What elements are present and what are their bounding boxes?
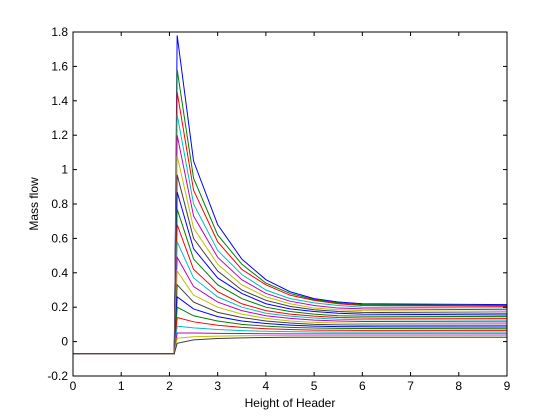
x-tick-label: 3 — [214, 379, 221, 393]
x-tick-label: 1 — [118, 379, 125, 393]
x-tick-label: 0 — [70, 379, 77, 393]
series-line-16 — [73, 316, 507, 355]
y-tick-label: 0.4 — [51, 266, 68, 280]
x-tick-label: 4 — [263, 379, 270, 393]
series-line-13 — [73, 283, 508, 355]
y-tick-label: 1.6 — [51, 59, 68, 73]
y-tick-label: 0 — [61, 335, 68, 349]
series-line-15 — [73, 306, 508, 355]
y-tick-label: 1.2 — [51, 128, 68, 142]
y-tick-label: 0.6 — [51, 231, 68, 245]
y-tick-label: 1 — [61, 163, 68, 177]
x-tick-label: 9 — [504, 379, 511, 393]
y-tick-label: 0.8 — [51, 197, 68, 211]
y-axis-ticks: -0.2 0 0.2 0.4 0.6 0.8 1 1.2 1.4 1.6 1.8 — [47, 25, 507, 383]
x-tick-label: 5 — [311, 379, 318, 393]
y-axis-label: Mass flow — [27, 177, 41, 231]
x-tick-label: 8 — [455, 379, 462, 393]
x-tick-label: 6 — [359, 379, 366, 393]
x-tick-label: 2 — [166, 379, 173, 393]
series-line-17 — [73, 325, 507, 355]
y-tick-label: 1.8 — [51, 25, 68, 39]
series-line-14 — [73, 295, 508, 355]
x-axis-label: Height of Header — [245, 396, 336, 410]
series-line-20 — [73, 336, 507, 355]
y-tick-label: 1.4 — [51, 94, 68, 108]
series-line-18 — [73, 332, 507, 355]
x-tick-label: 7 — [407, 379, 414, 393]
x-axis-ticks: 0 1 2 3 4 5 6 7 8 9 — [70, 32, 511, 393]
series-line-19 — [73, 335, 507, 355]
plot-area — [73, 32, 507, 376]
y-tick-label: -0.2 — [47, 369, 68, 383]
series-group — [73, 35, 508, 355]
y-tick-label: 0.2 — [51, 300, 68, 314]
